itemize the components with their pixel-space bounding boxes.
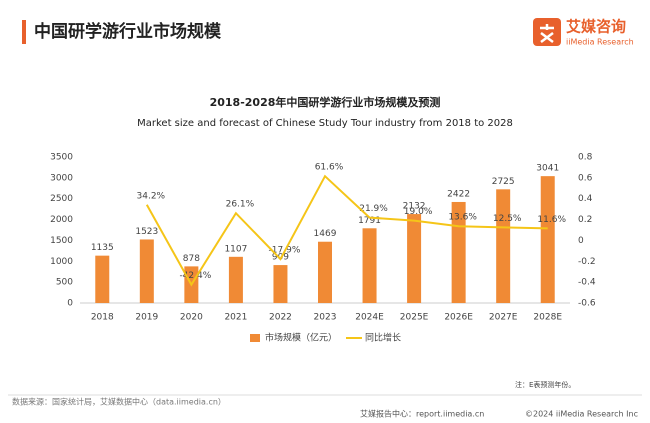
x-tick-label: 2018 (91, 313, 114, 323)
logo-icon (533, 18, 561, 46)
bar-label: 1523 (135, 227, 158, 237)
y-tick-label: 1500 (50, 236, 73, 246)
y-tick-label: 0 (67, 299, 73, 309)
x-tick-label: 2025E (400, 313, 429, 323)
y-tick-label: 3000 (50, 173, 73, 183)
chart-title: 2018-2028年中国研学游行业市场规模及预测 (210, 95, 441, 109)
bar-label: 2132 (403, 202, 426, 212)
line-label: 19.0% (404, 207, 433, 217)
x-tick-label: 2023 (314, 313, 337, 323)
brand: 艾媒咨询 (566, 18, 626, 36)
legend-swatch (250, 334, 260, 342)
x-tick-label: 2022 (269, 313, 292, 323)
bar (496, 189, 511, 303)
bar (362, 228, 377, 303)
x-tick-label: 2019 (135, 313, 158, 323)
header-title: 中国研学游行业市场规模 (34, 21, 222, 42)
line-label: 13.6% (448, 213, 477, 223)
y2-tick-label: -0.4 (578, 278, 596, 288)
y-tick-label: 2000 (50, 215, 73, 225)
footer-center: 艾媒报告中心：report.iimedia.cn (360, 409, 484, 419)
chart-subtitle: Market size and forecast of Chinese Stud… (137, 118, 513, 129)
y-tick-label: 500 (56, 278, 73, 288)
y2-tick-label: -0.2 (578, 257, 596, 267)
y2-tick-label: 0.8 (578, 153, 593, 163)
line-label: 12.5% (493, 214, 522, 224)
legend-label: 市场规模（亿元） (265, 332, 337, 344)
note: 注：E表预测年份。 (515, 380, 575, 389)
bar (139, 239, 154, 303)
x-tick-label: 2024E (355, 313, 384, 323)
line (145, 174, 548, 287)
x-tick-label: 2027E (489, 313, 518, 323)
x-tick-label: 2026E (444, 313, 473, 323)
bar (95, 255, 110, 303)
bar-label: 1135 (91, 243, 114, 253)
bar-label: 1469 (314, 229, 337, 239)
y2-tick-label: 0.6 (578, 173, 593, 183)
y2-tick-label: 0 (578, 236, 584, 246)
line-label: 21.9% (359, 204, 388, 214)
x-tick-label: 2021 (224, 313, 247, 323)
y2-tick-label: -0.6 (578, 299, 596, 309)
brand-en: iiMedia Research (566, 38, 634, 47)
bar (540, 176, 555, 303)
source: 数据来源：国家统计局，艾媒数据中心（data.iimedia.cn） (12, 397, 226, 407)
y-tick-label: 3500 (50, 153, 73, 163)
bar-label: 1791 (358, 216, 381, 226)
bar (273, 265, 288, 303)
y-tick-label: 1000 (50, 257, 73, 267)
footer-copyright: ©2024 iiMedia Research Inc (525, 410, 638, 419)
bar-label: 2422 (447, 189, 470, 199)
bar-label: 1107 (224, 244, 247, 254)
bar (407, 214, 422, 303)
y-tick-label: 2500 (50, 194, 73, 204)
x-tick-label: 2028E (533, 313, 562, 323)
bar-label: 3041 (536, 164, 559, 174)
y2-tick-label: 0.4 (578, 194, 593, 204)
line-label: 11.6% (537, 215, 566, 225)
line-label: 61.6% (315, 163, 344, 173)
legend-label: 同比增长 (365, 332, 401, 344)
logo-mark (540, 24, 554, 43)
bar (318, 241, 332, 303)
bar-label: 2725 (492, 177, 515, 187)
line-label: 26.1% (226, 200, 255, 210)
y2-tick-label: 0.2 (578, 215, 592, 225)
line-label: 34.2% (137, 191, 166, 201)
x-tick-label: 2020 (180, 313, 203, 323)
bar-label: 878 (183, 254, 200, 264)
bar (228, 256, 243, 303)
header-accent (22, 20, 26, 44)
